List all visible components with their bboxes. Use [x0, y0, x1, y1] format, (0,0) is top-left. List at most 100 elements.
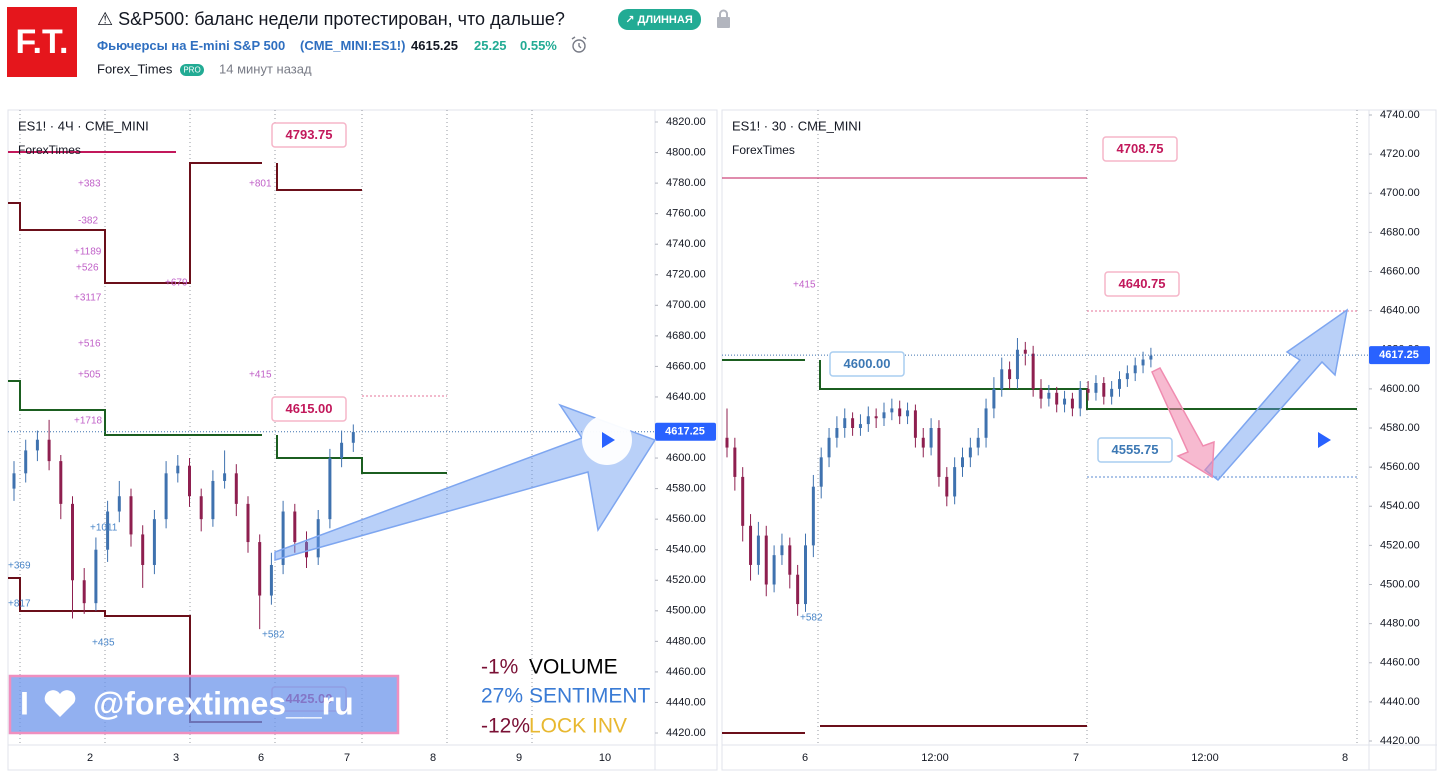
y-tick-label: 4520.00	[1380, 539, 1420, 551]
candle-body	[234, 473, 238, 504]
heart-icon	[44, 690, 76, 717]
price-callout	[1102, 136, 1178, 162]
volume-note: +369	[8, 561, 31, 572]
candle-body	[1000, 369, 1004, 389]
volume-note: +505	[78, 370, 101, 381]
y-tick-label: 4600.00	[1380, 383, 1420, 395]
x-tick-label: 8	[1342, 752, 1348, 764]
candle-body	[1110, 388, 1114, 397]
candle-body	[843, 418, 847, 428]
y-tick-label: 4460.00	[1380, 657, 1420, 669]
x-tick-label: 3	[173, 752, 179, 764]
candle-body	[24, 450, 28, 474]
candle-body	[223, 473, 227, 481]
candle-body	[984, 408, 988, 438]
lock-icon	[717, 9, 730, 28]
indicator-name: ForexTimes	[18, 143, 81, 157]
candle-body	[764, 535, 768, 585]
candle-body	[906, 410, 910, 417]
volume-note: +582	[262, 630, 285, 641]
candle-body	[1008, 369, 1012, 380]
candle-body	[305, 542, 308, 558]
overlay-label: LOCK INV	[529, 715, 627, 738]
candle-body	[921, 437, 925, 448]
symbol-code[interactable]: (CME_MINI:ES1!)	[300, 38, 405, 53]
y-tick-label: 4660.00	[1380, 265, 1420, 277]
symbol-price: 4615.25	[411, 38, 458, 53]
alarm-icon[interactable]	[571, 36, 587, 53]
candle-body	[804, 545, 807, 605]
y-tick-label: 4460.00	[666, 666, 706, 678]
candle-body	[94, 549, 98, 604]
candle-body	[890, 408, 894, 413]
author[interactable]: Forex_Times	[97, 61, 173, 76]
x-tick-label: 9	[516, 752, 522, 764]
candle-body	[47, 439, 51, 462]
last-price-label: 4617.25	[1379, 349, 1419, 361]
candle-body	[835, 428, 839, 438]
x-tick-label: 12:00	[921, 752, 949, 764]
candle-body	[796, 574, 800, 605]
level-line	[722, 725, 1087, 734]
logo-text: F.T.	[16, 23, 69, 61]
candle-body	[1102, 383, 1106, 397]
candle-body	[1031, 353, 1035, 389]
candle-body	[733, 447, 737, 477]
logo-box[interactable]	[7, 7, 77, 77]
y-tick-label: 4500.00	[666, 605, 706, 617]
price-callout	[1104, 271, 1180, 297]
candle-body	[1133, 365, 1137, 374]
volume-note: +526	[76, 263, 99, 274]
candle-body	[12, 473, 16, 489]
play-icon	[602, 432, 615, 448]
y-tick-label: 4640.00	[1380, 305, 1420, 317]
candle-body	[1055, 392, 1059, 405]
candle-body	[176, 465, 180, 474]
chart-title: ES1! · 30 · CME_MINI	[732, 118, 861, 133]
candle-body	[1086, 388, 1090, 393]
y-tick-label: 4560.00	[1380, 461, 1420, 473]
candle-body	[929, 428, 933, 448]
price-callout-text: 4600.00	[844, 356, 891, 371]
y-tick-label: 4820.00	[666, 116, 706, 128]
arrow-drawing	[1151, 367, 1215, 479]
y-tick-label: 4540.00	[1380, 500, 1420, 512]
candle-body	[780, 545, 784, 556]
x-tick-label: 2	[87, 752, 93, 764]
overlay-label: SENTIMENT	[529, 685, 651, 708]
x-tick-label: 10	[599, 752, 611, 764]
arrow-drawing	[1203, 308, 1349, 482]
y-tick-label: 4720.00	[1380, 148, 1420, 160]
candle-body	[1125, 373, 1129, 380]
candle-body	[117, 496, 121, 512]
candle-body	[858, 424, 862, 428]
y-tick-label: 4560.00	[666, 513, 706, 525]
y-tick-label: 4700.00	[666, 299, 706, 311]
volume-note: +817	[8, 599, 31, 610]
y-tick-label: 4700.00	[1380, 187, 1420, 199]
candle-body	[152, 519, 156, 565]
y-tick-label: 4760.00	[666, 208, 706, 220]
volume-note: +801	[249, 179, 272, 190]
y-tick-label: 4420.00	[666, 727, 706, 739]
long-badge-text: ↗ ДЛИННАЯ	[625, 14, 693, 26]
candle-body	[269, 564, 273, 596]
plot-area	[8, 110, 533, 745]
y-tick-label: 4680.00	[666, 330, 706, 342]
y-tick-label: 4640.00	[666, 391, 706, 403]
candle-body	[953, 467, 957, 497]
volume-note: +679	[165, 278, 188, 289]
candle-body	[882, 412, 886, 419]
overlay-value: 27%	[481, 685, 523, 708]
x-tick-label: 12:00	[1191, 752, 1219, 764]
price-callout-text: 4793.75	[286, 127, 333, 142]
overlay-value: -1%	[481, 656, 518, 679]
time-ago: 14 минут назад	[219, 61, 312, 76]
candle-body	[945, 476, 949, 497]
symbol-name[interactable]: Фьючерсы на E-mini S&P 500	[97, 38, 285, 53]
y-tick-label: 4480.00	[1380, 618, 1420, 630]
volume-note: +383	[78, 179, 101, 190]
price-callout	[271, 396, 347, 422]
volume-note: -382	[78, 216, 98, 227]
volume-note: +3117	[74, 293, 102, 304]
